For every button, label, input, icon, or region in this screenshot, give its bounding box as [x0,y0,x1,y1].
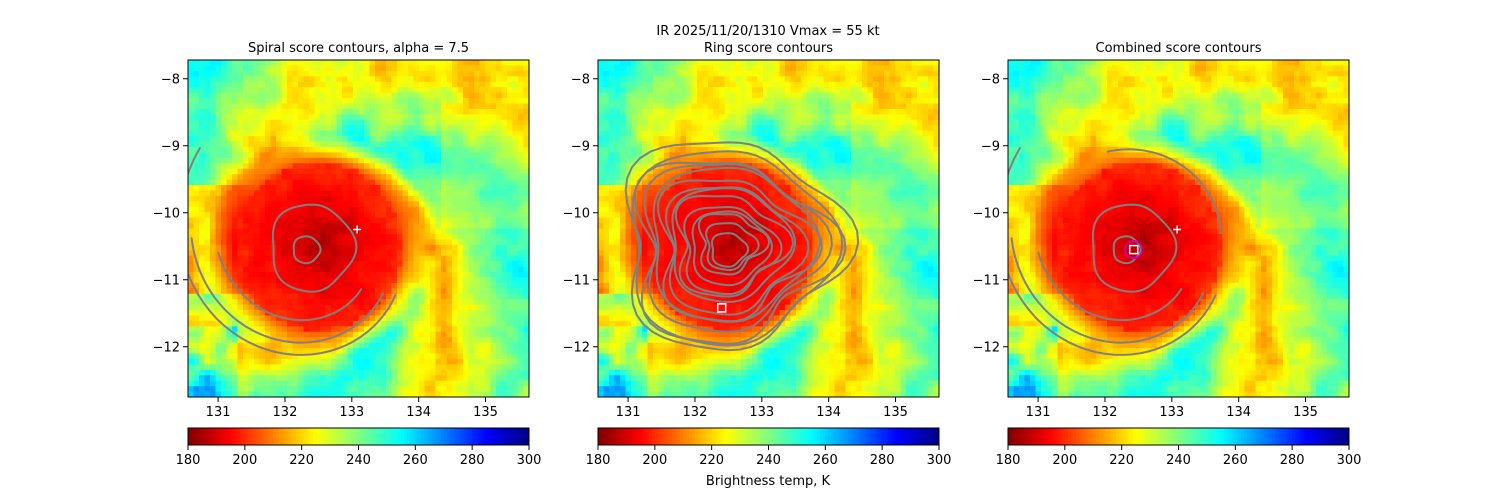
colorbar-tick-label: 200 [1052,453,1077,468]
x-tick-label: 134 [406,405,431,420]
colorbar-tick-label: 180 [176,453,201,468]
figure-suptitle: IR 2025/11/20/1310 Vmax = 55 kt [656,24,879,39]
score-contour [271,203,358,293]
y-tick-label: −9 [981,139,1000,154]
colorbar-tick-label: 200 [232,453,257,468]
axes-frame [597,59,940,398]
colorbar-tick-label: 180 [586,453,611,468]
score-contour [1008,147,1217,356]
score-contour [674,194,794,298]
colorbar-tick-label: 280 [870,453,895,468]
score-contour [1037,251,1183,322]
score-contour [633,161,847,345]
panels-layer: Spiral score contours, alpha = 7.5 131 132… [153,41,1362,468]
panel-title: Spiral score contours, alpha = 7.5 [248,41,469,56]
colorbar-tick-label: 240 [1166,453,1191,468]
axes-frame [1007,59,1350,398]
colorbar-tick-label: 260 [1223,453,1248,468]
x-tick-label: 131 [206,405,231,420]
x-tick-label: 132 [683,405,708,420]
x-tick-label: 132 [1093,405,1118,420]
score-contour [652,166,821,323]
score-contour [217,251,363,322]
x-tick-label: 135 [1293,405,1318,420]
y-tick-label: −11 [563,273,590,288]
score-contour [1010,237,1204,344]
best-center-square-marker [716,303,727,313]
x-tick-label: 134 [816,405,841,420]
colorbar-2: 180 200 220 240 260 280 300 [586,427,952,468]
y-tick-label: −10 [153,206,180,221]
score-contour [188,147,397,356]
y-tick-label: −11 [973,273,1000,288]
brightness-temp-field [188,60,529,397]
panel-3: Combined score contours 131 132 133 134 135 −8… [973,41,1350,420]
y-tick-label: −9 [571,139,590,154]
score-contour [190,237,384,344]
panel-title: Combined score contours [1096,41,1262,56]
y-tick-label: −10 [563,206,590,221]
score-contour [1091,203,1178,293]
x-tick-label: 135 [883,405,908,420]
x-tick-label: 131 [616,405,641,420]
center-plus-marker [1173,225,1182,234]
colorbar-1: 180 200 220 240 260 280 300 [176,427,542,468]
x-tick-label: 135 [473,405,498,420]
y-tick-label: −12 [563,340,590,355]
colorbar-tick-label: 240 [346,453,371,468]
score-contour [624,141,860,352]
panel-2: Ring score contours 131 132 133 134 135 −8 −9 −1… [563,41,940,420]
score-contours [188,147,397,356]
y-tick-label: −12 [973,340,1000,355]
score-contour [705,222,760,272]
score-contour [697,213,771,276]
best-center-circle-marker [1124,240,1144,260]
y-tick-label: −10 [973,206,1000,221]
score-contour [1106,148,1222,235]
y-tick-label: −9 [161,139,180,154]
score-contour [1112,235,1142,265]
y-tick-label: −8 [571,72,590,87]
colorbar-tick-label: 300 [1337,453,1362,468]
best-center-square-marker [1128,244,1139,255]
y-tick-label: −8 [981,72,1000,87]
score-contours [624,141,860,352]
colorbar-tick-label: 240 [756,453,781,468]
score-contour [710,232,750,268]
colorbar-3: 180 200 220 240 260 280 300 [996,427,1362,468]
panel-1: Spiral score contours, alpha = 7.5 131 132… [153,41,530,420]
colorbar-tick-label: 260 [403,453,428,468]
score-contour [657,179,823,323]
x-tick-label: 133 [749,405,774,420]
colorbar-tick-label: 180 [996,453,1021,468]
score-contour [691,210,774,287]
panel-title: Ring score contours [704,41,833,56]
center-plus-marker [353,225,362,234]
y-tick-label: −12 [153,340,180,355]
score-contours [1008,147,1222,356]
colorbar-tick-label: 280 [460,453,485,468]
score-contour [631,150,844,347]
x-tick-label: 134 [1226,405,1251,420]
colorbar-tick-label: 300 [927,453,952,468]
y-tick-label: −8 [161,72,180,87]
colorbar-label: Brightness temp, K [706,474,831,489]
score-contour [683,205,783,296]
y-tick-label: −11 [153,273,180,288]
x-tick-label: 133 [339,405,364,420]
colorbar-tick-label: 200 [642,453,667,468]
colorbar-tick-label: 300 [517,453,542,468]
x-tick-label: 131 [1026,405,1051,420]
axes-frame [187,59,530,398]
colorbar-tick-label: 280 [1280,453,1305,468]
colorbar-tick-label: 220 [289,453,314,468]
score-contour [671,187,797,304]
x-tick-label: 132 [273,405,298,420]
colorbar-tick-label: 260 [813,453,838,468]
colorbar-tick-label: 220 [1109,453,1134,468]
colorbar-tick-label: 220 [699,453,724,468]
x-tick-label: 133 [1159,405,1184,420]
score-contour [292,235,322,265]
